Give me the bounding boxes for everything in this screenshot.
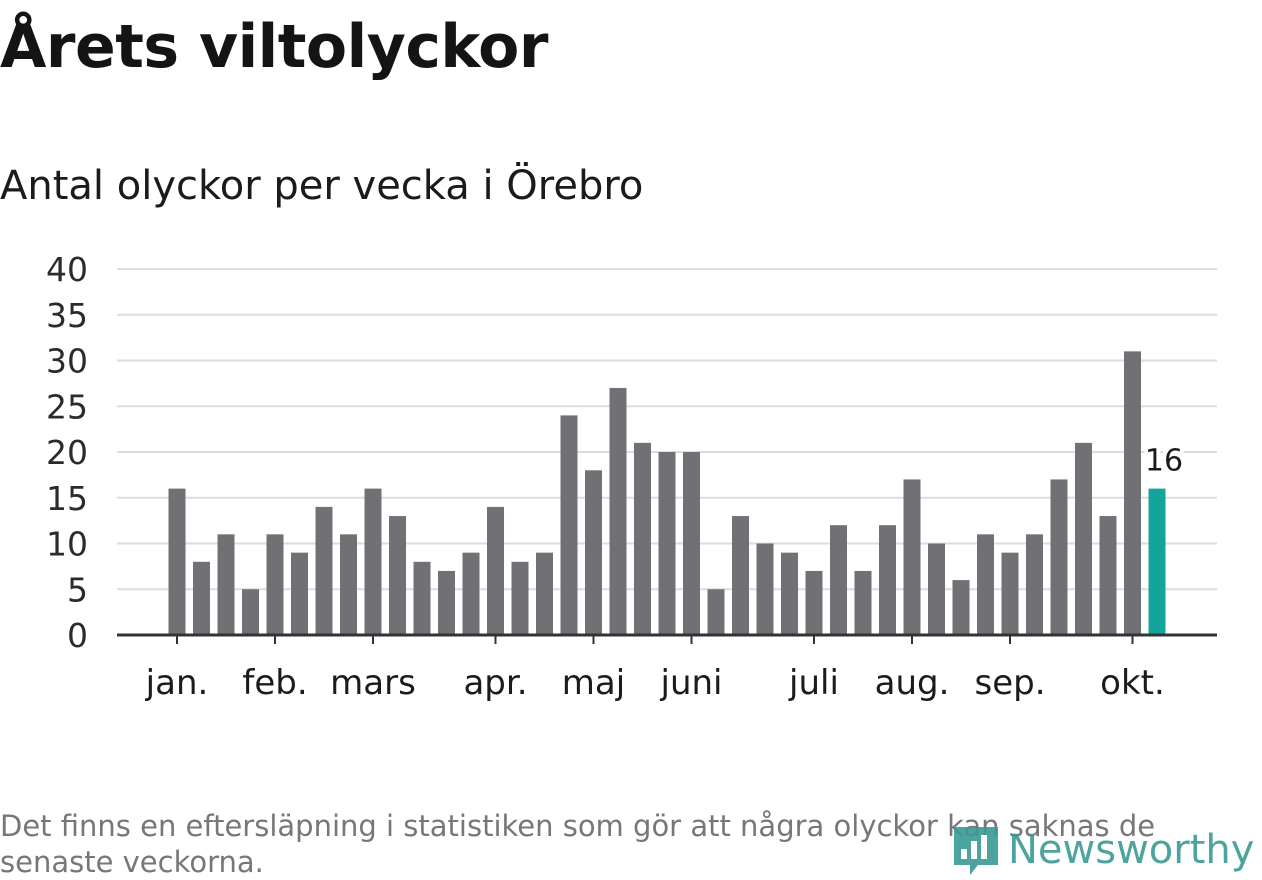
bar xyxy=(1026,534,1043,635)
bar xyxy=(732,516,749,635)
bar xyxy=(1001,552,1019,635)
bar xyxy=(658,452,676,635)
bar xyxy=(511,561,529,635)
data-label: 16 xyxy=(1145,444,1183,479)
newsworthy-logo-icon xyxy=(954,827,998,875)
y-tick-label: 35 xyxy=(46,296,88,335)
bar xyxy=(707,589,725,635)
footnote: Det finns en eftersläpning i statistiken… xyxy=(0,809,1156,879)
bar xyxy=(438,570,455,635)
bar xyxy=(364,488,382,635)
bar xyxy=(168,488,186,635)
bar xyxy=(781,552,798,635)
bar xyxy=(340,534,357,635)
y-tick-label: 10 xyxy=(46,525,88,564)
bar xyxy=(634,442,651,635)
x-tick-label: mars xyxy=(330,663,416,703)
bar xyxy=(487,506,504,635)
y-tick-label: 30 xyxy=(46,342,88,381)
x-tick-label: jan. xyxy=(145,663,209,703)
bar xyxy=(830,525,847,635)
y-tick-label: 5 xyxy=(67,570,88,609)
bar xyxy=(756,543,774,635)
x-tick-label: juli xyxy=(788,663,839,703)
bar-chart: 0 5 10 15 20 25 30 35 40 jan. feb. mars apr. maj juni j… xyxy=(46,250,1217,703)
bar xyxy=(585,470,602,635)
bar xyxy=(1050,479,1068,635)
bar xyxy=(413,561,431,635)
bar xyxy=(977,534,994,635)
y-tick-label: 25 xyxy=(46,387,88,426)
x-tick-label: sep. xyxy=(974,663,1045,703)
bar xyxy=(193,561,210,635)
bar xyxy=(242,589,259,635)
bar xyxy=(928,543,945,635)
y-tick-label: 40 xyxy=(46,250,88,289)
bar xyxy=(1099,516,1117,635)
bar xyxy=(1075,442,1092,635)
bar xyxy=(854,570,872,635)
logo-text: Newsworthy xyxy=(1008,827,1255,873)
x-tick-label: aug. xyxy=(875,663,950,703)
bar xyxy=(683,452,700,635)
bar xyxy=(952,580,970,635)
bar xyxy=(805,570,823,635)
x-tick-label: juni xyxy=(660,663,723,703)
bar xyxy=(560,415,578,635)
newsworthy-logo: Newsworthy xyxy=(950,820,1254,880)
bar xyxy=(1124,351,1141,635)
bar xyxy=(462,552,480,635)
bar xyxy=(903,479,921,635)
y-tick-label: 0 xyxy=(67,616,88,655)
bar xyxy=(389,516,406,635)
y-tick-label: 15 xyxy=(46,479,88,518)
bar xyxy=(315,506,333,635)
chart-subtitle: Antal olyckor per vecka i Örebro xyxy=(0,163,644,209)
bar xyxy=(879,525,896,635)
y-tick-label: 20 xyxy=(46,433,88,472)
bar xyxy=(1148,488,1166,635)
bar xyxy=(536,552,553,635)
x-tick-label: maj xyxy=(562,663,625,703)
x-tick-label: okt. xyxy=(1100,663,1165,703)
bar xyxy=(217,534,235,635)
x-tick-label: feb. xyxy=(242,663,307,703)
bar xyxy=(291,552,308,635)
x-tick-label: apr. xyxy=(463,663,527,703)
bar xyxy=(266,534,284,635)
chart-title: Årets viltolyckor xyxy=(0,12,549,82)
bar xyxy=(609,387,627,635)
